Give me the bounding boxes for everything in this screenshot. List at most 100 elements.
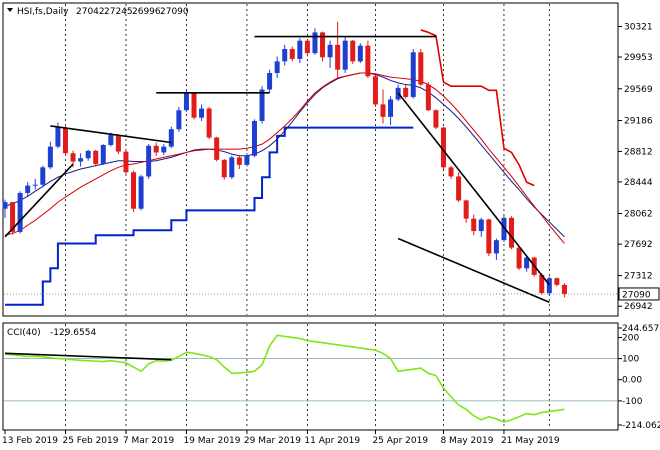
cci-y-tick-label: -100 — [622, 397, 643, 407]
candle-body — [327, 44, 333, 58]
ohlc-close: 27090 — [160, 7, 189, 17]
candle-body — [509, 217, 515, 248]
cci-y-tick-label: 0.00 — [622, 376, 642, 386]
candle-body — [350, 40, 356, 62]
candle-body — [312, 32, 318, 54]
price-y-tick-label: 30321 — [624, 23, 653, 33]
candle-body — [62, 127, 68, 154]
candle-body — [486, 219, 492, 254]
candle-body — [214, 137, 220, 160]
candle-body — [78, 158, 84, 162]
candle-body — [161, 146, 167, 153]
candle-body — [131, 172, 137, 209]
candle-body — [32, 184, 38, 186]
candle-body — [206, 108, 212, 138]
candle-body — [2, 202, 8, 209]
price-y-tick-label: 27692 — [624, 240, 653, 250]
candle-body — [236, 157, 242, 165]
trendline — [4, 163, 74, 238]
candle-body — [365, 45, 371, 77]
cci-series-layer — [4, 334, 617, 423]
candle-body — [546, 278, 552, 294]
support-step-line — [5, 126, 414, 306]
candle-body — [425, 84, 431, 111]
candle-body — [440, 127, 446, 168]
candle-body — [17, 192, 23, 232]
candle-body — [123, 151, 129, 173]
candle-body — [380, 104, 386, 117]
candle-body — [289, 48, 295, 59]
candle-body — [10, 202, 16, 232]
candle-body — [433, 110, 439, 128]
price-y-tick-label: 29569 — [624, 85, 653, 95]
candle-body — [191, 92, 197, 118]
candle-body — [176, 110, 182, 130]
trendline — [397, 237, 550, 303]
candle-body — [100, 144, 106, 165]
price-y-tick-label: 28444 — [624, 178, 653, 188]
x-axis-label: 21 May 2019 — [501, 436, 560, 446]
ohlc-high: 27245 — [104, 7, 133, 17]
candle-body — [418, 52, 424, 85]
candle-body — [55, 127, 61, 147]
candle-body — [108, 135, 114, 145]
trendline — [397, 92, 550, 286]
candle-body — [493, 240, 499, 254]
x-axis-label: 25 Feb 2019 — [62, 436, 118, 446]
price-y-tick-label: 29186 — [624, 116, 653, 126]
candle-body — [297, 40, 303, 59]
candle-body — [524, 257, 530, 269]
moving-average-red — [4, 72, 565, 244]
axis-labels-layer: 30321 29953 29569 29186 28812 28444 28062 27692… — [2, 23, 660, 446]
candle-body — [25, 185, 31, 193]
candle-body — [335, 44, 341, 70]
candle-body — [320, 32, 326, 58]
candle-body — [463, 200, 469, 219]
trendline — [50, 125, 172, 144]
price-y-tick-label: 27312 — [624, 272, 653, 282]
x-axis-label: 11 Apr 2019 — [304, 436, 360, 446]
candle-body — [372, 76, 378, 105]
candle-body — [448, 167, 454, 177]
candle-body — [516, 247, 522, 269]
candle-body — [146, 145, 152, 177]
symbol-label: HSI,fs,Daily — [17, 7, 69, 17]
price-series-layer — [2, 21, 617, 306]
price-y-tick-label: 29953 — [624, 53, 653, 63]
candle-body — [274, 61, 280, 73]
candle-body — [304, 40, 310, 54]
candle-body — [244, 155, 250, 165]
candle-body — [267, 72, 273, 90]
cci-label: CCI(40) — [7, 328, 41, 338]
candle-body — [539, 274, 545, 294]
ohlc-low: 26996 — [132, 7, 161, 17]
cci-value: -129.6554 — [50, 328, 96, 338]
cci-y-tick-label: 200 — [622, 333, 639, 343]
candle-body — [282, 48, 288, 62]
candle-body — [478, 219, 484, 232]
cci-trendline — [4, 352, 172, 361]
candle-body — [183, 92, 189, 111]
candle-body — [70, 153, 76, 162]
cci-line — [4, 334, 565, 423]
candle-body — [199, 108, 205, 118]
candle-body — [501, 217, 507, 241]
candle-body — [342, 40, 348, 70]
candle-body — [554, 278, 560, 285]
x-axis-label: 13 Feb 2019 — [2, 436, 58, 446]
candle-body — [40, 167, 46, 185]
collapse-triangle-icon[interactable] — [7, 8, 13, 12]
candle-body — [561, 284, 567, 294]
moving-average-blue — [4, 72, 565, 238]
candle-body — [93, 150, 99, 165]
x-axis-label: 8 May 2019 — [440, 436, 493, 446]
candle-body — [221, 159, 227, 178]
candle-body — [138, 176, 144, 209]
candle-body — [153, 145, 159, 153]
candle-body — [259, 89, 265, 121]
candle-body — [251, 120, 257, 156]
price-header: HSI,fs,Daily 27042 27245 26996 27090 — [7, 7, 189, 17]
cci-y-tick-label: 100 — [622, 355, 639, 365]
